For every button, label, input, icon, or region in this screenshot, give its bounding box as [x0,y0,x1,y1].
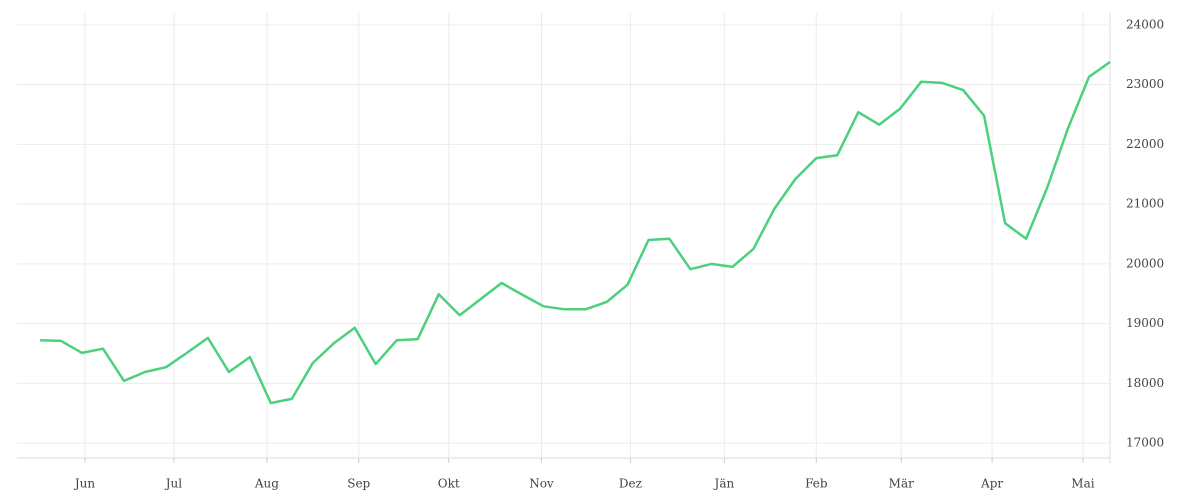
x-tick-label: Jän [713,477,735,491]
y-tick-label: 17000 [1126,436,1164,450]
x-tick-label: Feb [805,477,828,491]
x-tick-label: Jul [164,477,183,491]
y-tick-label: 20000 [1126,256,1164,270]
y-tick-label: 18000 [1126,376,1164,390]
y-tick-label: 24000 [1126,17,1164,31]
y-tick-label: 19000 [1126,316,1164,330]
y-tick-label: 21000 [1126,197,1164,211]
x-tick-label: Sep [347,477,370,491]
x-tick-label: Aug [254,477,279,491]
x-tick-label: Dez [619,477,642,491]
y-tick-label: 22000 [1126,137,1164,151]
x-tick-label: Mär [889,477,914,491]
x-tick-label: Apr [980,477,1003,491]
x-tick-label: Mai [1071,477,1094,491]
x-tick-label: Jun [73,477,96,491]
line [40,60,1111,405]
x-tick-label: Nov [529,477,554,491]
x-tick-label: Okt [438,477,460,491]
y-tick-label: 23000 [1126,77,1164,91]
